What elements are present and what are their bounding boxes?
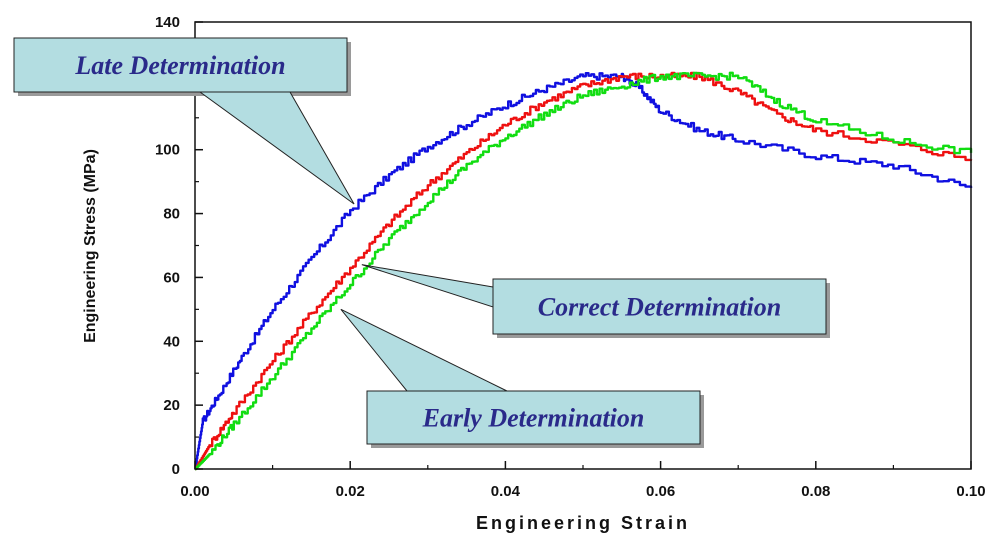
callout-box [492,278,827,335]
series-line-2 [194,71,973,471]
callout-label: Late Determination [74,51,285,80]
y-tick-label: 0 [172,461,180,478]
y-axis-title: Engineering Stress (MPa) [82,149,99,343]
callout-1: Late Determination [13,37,355,205]
callout-3: Early Determination [340,308,704,448]
series-layer [194,71,973,471]
y-tick-label: 40 [163,333,180,350]
series-line-1 [194,72,973,471]
callout-label: Correct Determination [538,293,781,322]
y-tick-label: 60 [163,269,180,286]
callout-pointer [340,308,508,392]
callout-pointer [361,264,494,308]
callout-box [13,37,348,93]
callout-pointer [198,91,355,205]
y-tick-label: 20 [163,397,180,414]
y-tick-label: 80 [163,206,180,223]
callout-2: Correct Determination [361,264,830,338]
y-tick-label: 100 [155,142,180,159]
callout-layer: Late Determination Correct Determination E… [13,37,830,448]
x-tick-label: 0.06 [646,483,675,500]
series-line-3 [194,71,973,471]
y-tick-label: 140 [155,14,180,31]
x-tick-label: 0.00 [180,483,209,500]
x-tick-label: 0.02 [336,483,365,500]
x-tick-label: 0.04 [491,483,521,500]
x-tick-label: 0.08 [801,483,830,500]
callout-box [366,390,701,445]
x-tick-label: 0.10 [956,483,985,500]
tick-layer: 0.00 0.02 0.04 0.06 0.08 0.10 0 20 40 60 80 100 140 [155,14,986,500]
callout-label: Early Determination [422,404,645,433]
x-axis-title: Engineering Strain [476,513,690,533]
